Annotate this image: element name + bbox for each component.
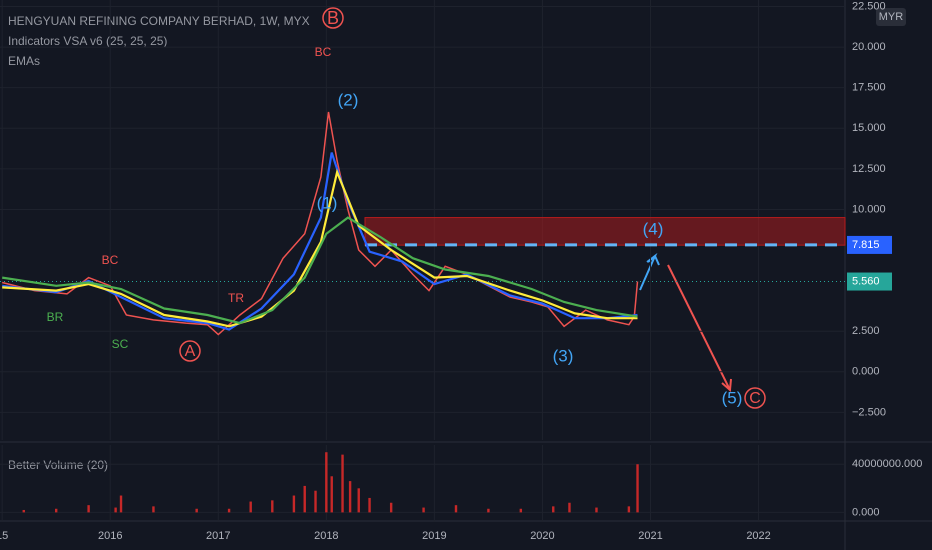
volume-bar	[325, 452, 328, 513]
x-tick-label: 2021	[638, 530, 662, 542]
annotation: B	[327, 8, 339, 28]
volume-bar	[22, 509, 25, 513]
volume-bar	[368, 497, 371, 513]
volume-bar	[519, 508, 523, 513]
arrow-down-head	[721, 378, 732, 393]
series-line	[2, 152, 638, 331]
level-label: 7.815	[852, 239, 880, 251]
y-tick-label: −2.500	[852, 406, 886, 418]
wave-circle	[744, 387, 766, 409]
x-tick-label: 15	[0, 530, 8, 542]
x-tick-label: 2020	[530, 530, 554, 542]
x-tick-label: 2018	[314, 530, 338, 542]
currency: MYR	[879, 11, 904, 23]
volume-bar	[271, 500, 274, 513]
volume-label: Better Volume (20)	[8, 458, 108, 472]
volume-bar	[636, 464, 639, 513]
volume-bar	[330, 476, 333, 513]
y-tick-label: 15.000	[852, 122, 886, 134]
y-tick-label: 20.000	[852, 41, 886, 53]
annotation: BC	[315, 45, 332, 59]
volume-bar	[487, 508, 490, 513]
volume-bar	[87, 505, 90, 513]
volume-bar	[552, 506, 555, 513]
x-tick-label: 2016	[98, 530, 122, 542]
x-tick-label: 2022	[746, 530, 770, 542]
series-line	[2, 168, 638, 328]
volume-bar	[595, 507, 598, 513]
volume-bar	[54, 508, 58, 513]
y-tick-label: 10.000	[852, 203, 886, 215]
volume-bar	[357, 488, 360, 513]
annotation: (2)	[338, 90, 359, 109]
y-tick-label: 40000000.000	[852, 458, 922, 470]
volume-bar	[195, 508, 198, 513]
annotation: TR	[228, 291, 244, 305]
series-line	[2, 111, 639, 336]
arrow-down	[667, 264, 731, 391]
volume-bar	[119, 495, 123, 513]
series-line	[2, 216, 638, 325]
annotation: C	[749, 390, 761, 407]
annotation: (5)	[722, 388, 743, 407]
volume-bar	[114, 507, 117, 513]
level-badge	[847, 235, 892, 254]
annotation: A	[185, 343, 196, 360]
volume-bar	[314, 490, 317, 513]
volume-bar	[389, 502, 393, 513]
annotation: SC	[112, 337, 129, 351]
y-tick-label: 2.500	[852, 325, 880, 337]
annotation: BR	[47, 310, 64, 324]
wave-circle	[322, 7, 344, 29]
volume-bar	[152, 506, 155, 513]
y-tick-label: 0.000	[852, 366, 880, 378]
volume-bar	[303, 485, 306, 513]
volume-bar	[292, 495, 296, 513]
x-tick-label: 2017	[206, 530, 230, 542]
y-tick-label: 17.500	[852, 82, 886, 94]
annotation: (4)	[643, 219, 664, 238]
y-tick-label: 22.500	[852, 0, 886, 12]
resistance-zone	[364, 217, 846, 246]
price-badge	[847, 272, 892, 291]
volume-bar	[348, 481, 352, 513]
volume-bar	[249, 501, 252, 513]
volume-bar	[227, 508, 231, 513]
volume-bar	[454, 505, 458, 513]
volume-bar	[627, 506, 631, 513]
volume-bar	[341, 454, 344, 513]
ema-label: EMAs	[8, 54, 40, 68]
annotation: BC	[102, 253, 119, 267]
currency-badge[interactable]	[876, 8, 906, 26]
y-tick-label: 12.500	[852, 163, 886, 175]
annotation: (1)	[317, 193, 338, 212]
price-label: 5.560	[852, 275, 880, 287]
indicator-label: Indicators VSA v6 (25, 25, 25)	[8, 34, 167, 48]
y-tick-label: 0.000	[852, 506, 880, 518]
volume-bar	[568, 502, 571, 513]
annotation: (3)	[553, 346, 574, 365]
wave-circle	[179, 340, 201, 362]
volume-bar	[422, 507, 425, 513]
chart-title: HENGYUAN REFINING COMPANY BERHAD, 1W, MY…	[8, 14, 310, 28]
x-tick-label: 2019	[422, 530, 446, 542]
